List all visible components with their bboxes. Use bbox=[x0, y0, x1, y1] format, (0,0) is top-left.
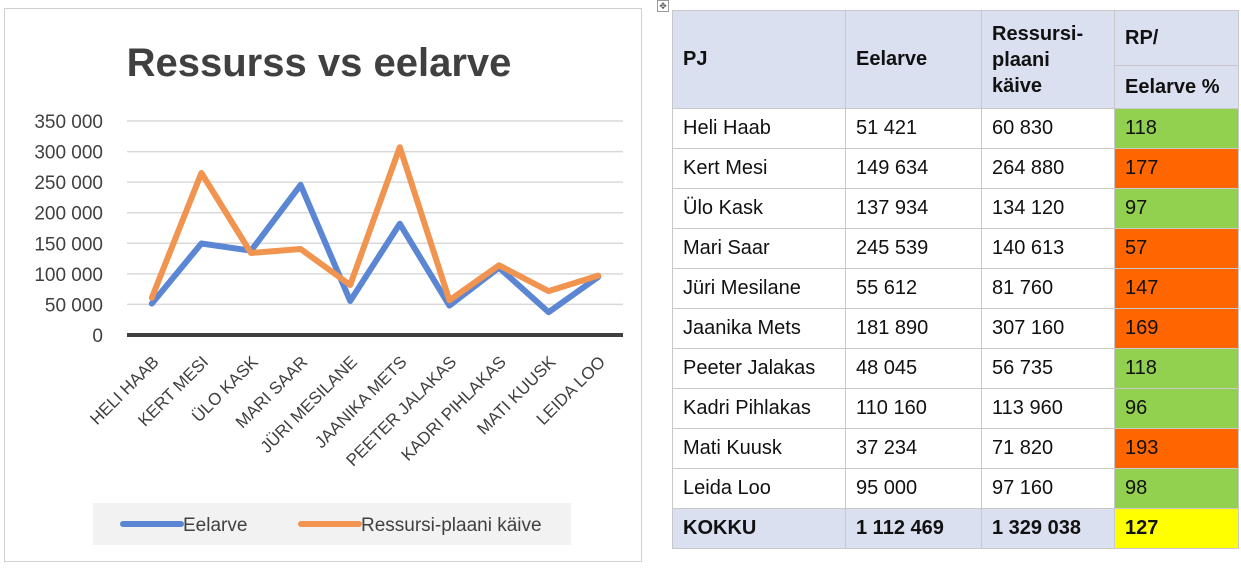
legend-label: Ressursi-plaani käive bbox=[361, 515, 542, 536]
total-row: KOKKU 1 112 469 1 329 038 127 bbox=[672, 508, 1239, 549]
row-ratio: 96 bbox=[1114, 388, 1239, 429]
line-chart: Ressurss vs eelarve 0 50 000 100 000 150 000… bbox=[34, 41, 623, 545]
row-budget: 55 612 bbox=[845, 268, 982, 309]
legend-label: Eelarve bbox=[183, 515, 247, 536]
row-budget: 149 634 bbox=[845, 148, 982, 189]
table-row: Mari Saar 245 539 140 613 57 bbox=[672, 228, 1239, 269]
row-ratio: 169 bbox=[1114, 308, 1239, 349]
data-point bbox=[347, 282, 353, 288]
table-body: Heli Haab 51 421 60 830 118 Kert Mesi 149 634… bbox=[672, 108, 1239, 509]
budget-table-wrapper: PJ Eelarve Ressursi-plaani käive RP/ Eel… bbox=[672, 10, 1239, 549]
data-point bbox=[298, 182, 304, 188]
data-point bbox=[595, 273, 601, 279]
row-name: Mari Saar bbox=[672, 228, 846, 269]
row-ratio: 98 bbox=[1114, 468, 1239, 509]
table-row: Jaanika Mets 181 890 307 160 169 bbox=[672, 308, 1239, 349]
row-budget: 95 000 bbox=[845, 468, 982, 509]
table-row: Heli Haab 51 421 60 830 118 bbox=[672, 108, 1239, 149]
table-header-row: PJ Eelarve Ressursi-plaani käive RP/ bbox=[672, 10, 1239, 109]
row-name: Jaanika Mets bbox=[672, 308, 846, 349]
row-budget: 37 234 bbox=[845, 428, 982, 469]
total-ratio: 127 bbox=[1114, 508, 1239, 549]
y-tick-label: 200 000 bbox=[34, 204, 103, 225]
data-point bbox=[546, 309, 552, 315]
row-ratio: 193 bbox=[1114, 428, 1239, 469]
table-row: Ülo Kask 137 934 134 120 97 bbox=[672, 188, 1239, 229]
table-row: Mati Kuusk 37 234 71 820 193 bbox=[672, 428, 1239, 469]
total-label: KOKKU bbox=[672, 508, 846, 549]
y-tick-label: 150 000 bbox=[34, 234, 103, 255]
row-name: Ülo Kask bbox=[672, 188, 846, 229]
row-budget: 48 045 bbox=[845, 348, 982, 389]
row-ratio: 118 bbox=[1114, 108, 1239, 149]
total-budget: 1 112 469 bbox=[845, 508, 982, 549]
y-tick-label: 300 000 bbox=[34, 143, 103, 164]
row-resource: 140 613 bbox=[981, 228, 1115, 269]
y-tick-label: 50 000 bbox=[45, 295, 103, 316]
table-row: Peeter Jalakas 48 045 56 735 118 bbox=[672, 348, 1239, 389]
row-budget: 245 539 bbox=[845, 228, 982, 269]
data-point bbox=[397, 221, 403, 227]
y-tick-label: 350 000 bbox=[34, 112, 103, 133]
data-point bbox=[446, 303, 452, 309]
row-budget: 137 934 bbox=[845, 188, 982, 229]
header-budget: Eelarve bbox=[845, 10, 982, 109]
data-point bbox=[198, 170, 204, 176]
y-tick-label: 250 000 bbox=[34, 173, 103, 194]
row-resource: 56 735 bbox=[981, 348, 1115, 389]
table-row: Kadri Pihlakas 110 160 113 960 96 bbox=[672, 388, 1239, 429]
table-row: Jüri Mesilane 55 612 81 760 147 bbox=[672, 268, 1239, 309]
data-point bbox=[446, 297, 452, 303]
data-point bbox=[496, 262, 502, 268]
row-resource: 71 820 bbox=[981, 428, 1115, 469]
data-point bbox=[347, 298, 353, 304]
row-budget: 181 890 bbox=[845, 308, 982, 349]
header-pj: PJ bbox=[672, 10, 846, 109]
row-budget: 51 421 bbox=[845, 108, 982, 149]
row-resource: 307 160 bbox=[981, 308, 1115, 349]
table-row: Leida Loo 95 000 97 160 98 bbox=[672, 468, 1239, 509]
header-resource: Ressursi-plaani käive bbox=[981, 10, 1115, 109]
chart-title: Ressurss vs eelarve bbox=[127, 41, 512, 85]
row-resource: 81 760 bbox=[981, 268, 1115, 309]
data-point bbox=[546, 288, 552, 294]
row-resource: 113 960 bbox=[981, 388, 1115, 429]
table-move-handle-icon[interactable]: ✥ bbox=[657, 0, 669, 12]
total-resource: 1 329 038 bbox=[981, 508, 1115, 549]
row-name: Leida Loo bbox=[672, 468, 846, 509]
table-row: Kert Mesi 149 634 264 880 177 bbox=[672, 148, 1239, 189]
header-ratio-bottom: Eelarve % bbox=[1114, 65, 1239, 109]
row-name: Peeter Jalakas bbox=[672, 348, 846, 389]
data-point bbox=[198, 241, 204, 247]
row-name: Kert Mesi bbox=[672, 148, 846, 189]
data-point bbox=[397, 144, 403, 150]
data-point bbox=[298, 246, 304, 252]
row-ratio: 57 bbox=[1114, 228, 1239, 269]
row-resource: 264 880 bbox=[981, 148, 1115, 189]
chart-frame[interactable]: Ressurss vs eelarve 0 50 000 100 000 150 000… bbox=[4, 8, 642, 562]
row-resource: 97 160 bbox=[981, 468, 1115, 509]
table-header-row-2: Eelarve % bbox=[673, 65, 1239, 109]
row-ratio: 147 bbox=[1114, 268, 1239, 309]
row-name: Mati Kuusk bbox=[672, 428, 846, 469]
series-line-2 bbox=[148, 144, 602, 304]
series-line-1 bbox=[148, 181, 602, 316]
y-tick-label: 0 bbox=[92, 326, 103, 347]
row-budget: 110 160 bbox=[845, 388, 982, 429]
data-point bbox=[149, 295, 155, 301]
row-name: Jüri Mesilane bbox=[672, 268, 846, 309]
row-name: Kadri Pihlakas bbox=[672, 388, 846, 429]
budget-table: PJ Eelarve Ressursi-plaani käive RP/ Eel… bbox=[672, 10, 1239, 549]
row-resource: 60 830 bbox=[981, 108, 1115, 149]
data-point bbox=[149, 301, 155, 307]
row-name: Heli Haab bbox=[672, 108, 846, 149]
row-resource: 134 120 bbox=[981, 188, 1115, 229]
row-ratio: 118 bbox=[1114, 348, 1239, 389]
y-tick-label: 100 000 bbox=[34, 265, 103, 286]
row-ratio: 177 bbox=[1114, 148, 1239, 189]
data-point bbox=[248, 250, 254, 256]
header-ratio-top: RP/ bbox=[1114, 10, 1239, 66]
row-ratio: 97 bbox=[1114, 188, 1239, 229]
